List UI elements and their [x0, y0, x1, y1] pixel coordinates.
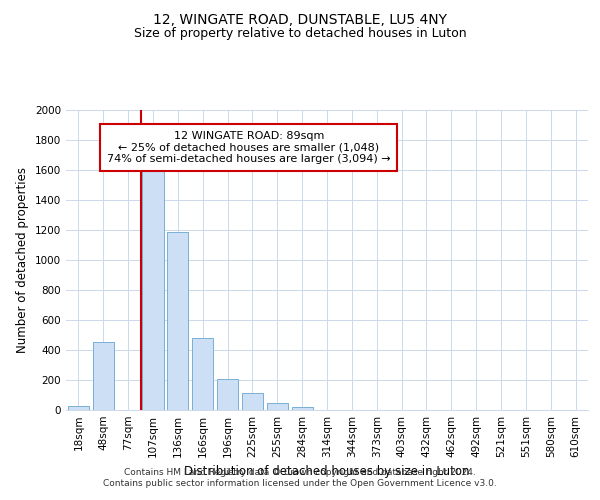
Text: Size of property relative to detached houses in Luton: Size of property relative to detached ho…: [134, 28, 466, 40]
Text: Contains HM Land Registry data © Crown copyright and database right 2024.
Contai: Contains HM Land Registry data © Crown c…: [103, 468, 497, 487]
Bar: [217, 378, 238, 410]
Bar: [142, 170, 164, 410]
Text: 12, WINGATE ROAD, DUNSTABLE, LU5 4NY: 12, WINGATE ROAD, DUNSTABLE, LU5 4NY: [153, 12, 447, 26]
Bar: [68, 406, 89, 410]
Bar: [167, 232, 188, 410]
Y-axis label: Number of detached properties: Number of detached properties: [16, 167, 29, 353]
Bar: [267, 403, 288, 410]
Bar: [242, 393, 263, 410]
Bar: [93, 342, 114, 410]
Text: 12 WINGATE ROAD: 89sqm
← 25% of detached houses are smaller (1,048)
74% of semi-: 12 WINGATE ROAD: 89sqm ← 25% of detached…: [107, 131, 391, 164]
Bar: [292, 407, 313, 410]
Bar: [192, 338, 213, 410]
X-axis label: Distribution of detached houses by size in Luton: Distribution of detached houses by size …: [184, 466, 470, 478]
